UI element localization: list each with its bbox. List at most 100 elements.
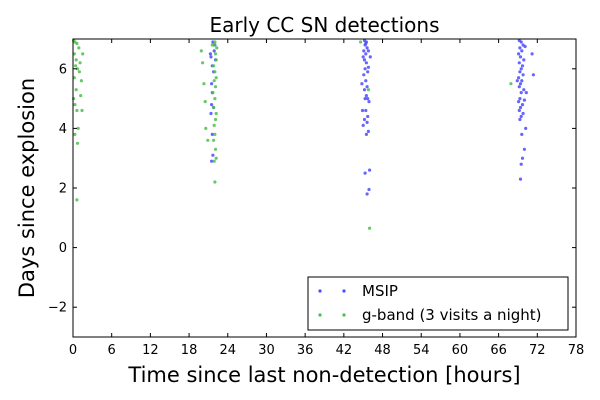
- g-band-point: [213, 147, 218, 151]
- msip-point: [360, 108, 365, 113]
- x-tick-label: 6: [108, 343, 116, 358]
- msip-point: [517, 61, 521, 65]
- g-band-point: [77, 70, 81, 74]
- g-band-point: [509, 82, 513, 86]
- y-tick-label: 0: [59, 241, 67, 256]
- msip-point: [519, 162, 523, 166]
- g-band-point: [75, 108, 79, 113]
- g-band-point: [204, 126, 208, 130]
- legend-label-msip: MSIP: [362, 282, 398, 300]
- msip-point: [212, 49, 216, 53]
- msip-point: [368, 55, 372, 59]
- g-band-point: [73, 132, 77, 136]
- msip-point: [521, 111, 525, 116]
- msip-point: [364, 41, 368, 46]
- g-band-point: [75, 198, 79, 202]
- g-band-point: [213, 132, 217, 136]
- msip-point: [519, 91, 523, 95]
- data-points: [72, 38, 536, 230]
- msip-point: [210, 103, 214, 107]
- g-band-point: [199, 49, 203, 53]
- msip-point: [517, 108, 521, 113]
- g-band-point: [203, 100, 207, 104]
- g-band-point: [79, 79, 83, 83]
- msip-point: [362, 49, 366, 53]
- g-band-point: [75, 141, 80, 145]
- g-band-point: [81, 52, 85, 56]
- x-tick-label: 36: [297, 343, 314, 358]
- x-tick-label: 12: [142, 343, 159, 358]
- x-tick-label: 30: [258, 343, 275, 358]
- msip-point: [364, 132, 368, 136]
- g-band-point: [74, 88, 78, 92]
- msip-point: [520, 156, 525, 160]
- legend-marker-g-band: [318, 313, 322, 317]
- msip-point: [364, 61, 368, 65]
- y-axis-label: Days since explosion: [15, 78, 39, 298]
- msip-point: [210, 159, 214, 163]
- msip-point: [366, 114, 370, 119]
- msip-point: [361, 123, 365, 127]
- g-band-point: [73, 103, 77, 107]
- g-band-point: [213, 52, 218, 56]
- x-tick-label: 78: [568, 343, 585, 358]
- g-band-point: [215, 46, 219, 50]
- msip-point: [360, 82, 364, 86]
- g-band-point: [212, 79, 216, 83]
- x-tick-label: 54: [413, 343, 430, 358]
- legend-marker-msip: [318, 289, 322, 293]
- msip-point: [363, 171, 367, 175]
- x-tick-label: 42: [336, 343, 353, 358]
- g-band-point: [213, 180, 217, 184]
- msip-point: [520, 64, 525, 68]
- g-band-point: [78, 61, 82, 65]
- msip-point: [517, 100, 521, 104]
- msip-point: [366, 129, 370, 133]
- chart-title: Early CC SN detections: [209, 13, 439, 37]
- g-band-point: [74, 58, 78, 62]
- msip-point: [362, 88, 367, 92]
- x-tick-label: 72: [529, 343, 546, 358]
- g-band-point: [359, 40, 363, 44]
- g-band-point: [79, 94, 83, 98]
- g-band-point: [210, 43, 214, 47]
- msip-point: [518, 97, 522, 101]
- g-band-point: [213, 70, 217, 74]
- msip-point: [365, 192, 369, 196]
- msip-point: [517, 52, 521, 56]
- g-band-point: [80, 108, 84, 113]
- g-band-point: [212, 64, 216, 68]
- msip-point: [520, 79, 524, 83]
- msip-point: [522, 98, 527, 102]
- msip-point: [522, 147, 527, 151]
- g-band-point: [214, 156, 218, 160]
- msip-point: [365, 120, 369, 124]
- msip-point: [208, 52, 212, 56]
- g-band-point: [77, 46, 81, 50]
- g-band-point: [212, 105, 216, 110]
- msip-point: [364, 52, 368, 56]
- msip-point: [518, 117, 522, 122]
- msip-point: [210, 82, 214, 86]
- msip-point: [368, 168, 372, 172]
- g-band-point: [76, 126, 80, 130]
- y-tick-label: 2: [59, 182, 67, 197]
- msip-point: [209, 55, 213, 59]
- g-band-point: [212, 123, 216, 127]
- msip-point: [366, 70, 370, 74]
- g-band-point: [212, 159, 216, 163]
- x-axis-ticks: 0 6 12 18 24 30 36 42 48 54 60 66 72 78: [69, 39, 584, 358]
- msip-point: [211, 153, 215, 157]
- msip-point: [364, 94, 368, 98]
- msip-point: [365, 46, 369, 50]
- msip-point: [523, 44, 527, 49]
- msip-point: [361, 55, 365, 59]
- msip-point: [363, 67, 367, 71]
- msip-point: [518, 46, 522, 50]
- x-tick-label: 66: [490, 343, 507, 358]
- msip-point: [518, 55, 523, 59]
- msip-point: [515, 79, 519, 83]
- msip-point: [519, 40, 523, 44]
- msip-point: [209, 111, 213, 116]
